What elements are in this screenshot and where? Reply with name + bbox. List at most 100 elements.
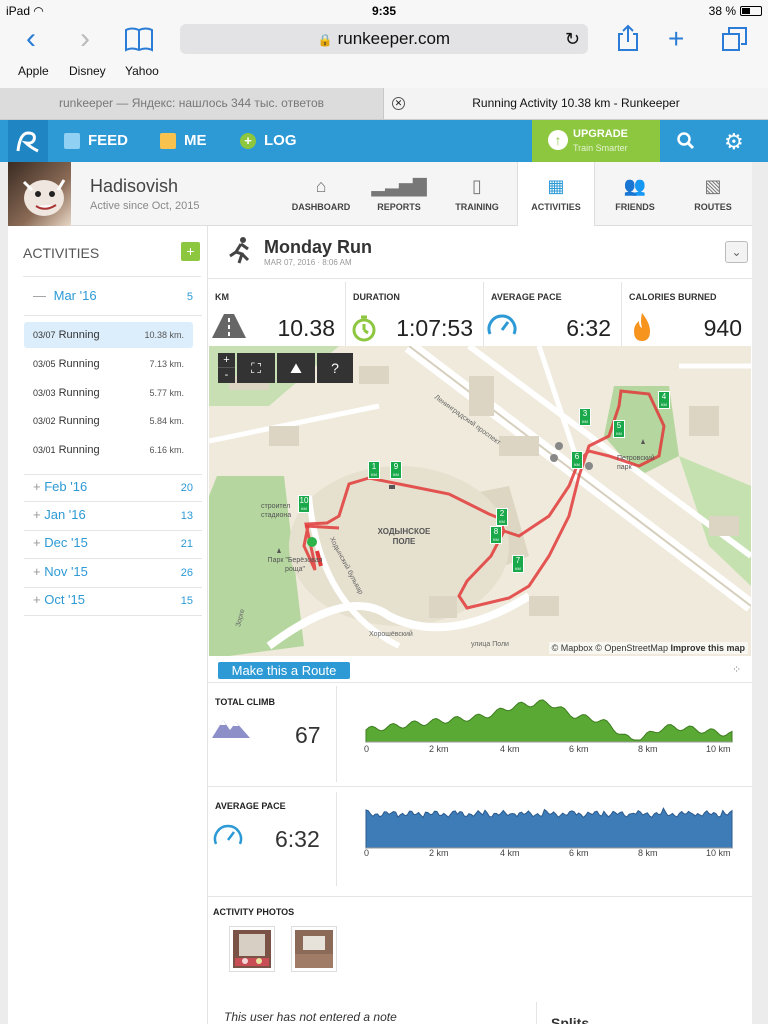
feed-icon (64, 133, 80, 149)
elevation-area (365, 699, 733, 743)
axis-tick: 4 km (500, 744, 520, 754)
profile-name[interactable]: Hadisovish (90, 176, 179, 196)
upgrade-button[interactable]: ↑ UPGRADE Train Smarter (532, 120, 660, 162)
km-marker[interactable]: 8 КМ (490, 526, 502, 544)
make-route-button[interactable]: Make this a Route (218, 662, 350, 679)
profile-header: Hadisovish Active since Oct, 2015 ⌂ DASHB… (8, 162, 752, 227)
clipboard-icon: ▯ (472, 176, 482, 196)
km-marker[interactable]: 3 КМ (579, 408, 591, 426)
bookmark-apple[interactable]: Apple (18, 64, 49, 78)
km-marker[interactable]: 1 КМ (368, 461, 380, 479)
device-label: iPad (6, 4, 31, 18)
stat-average-pace: AVERAGE PACE 6:32 (484, 282, 622, 346)
tab-dashboard[interactable]: ⌂ DASHBOARD (282, 162, 360, 226)
reload-icon[interactable]: ↻ (564, 29, 580, 49)
improve-map-link[interactable]: Improve this map (670, 643, 745, 653)
plus-circle-icon: + (240, 133, 256, 149)
map-label-park-petrovsky: Петровский парк (617, 455, 655, 471)
tab-runkeeper[interactable]: ✕ Running Activity 10.38 km - Runkeeper (384, 88, 768, 119)
month-row[interactable]: + Dec '15 21 (24, 531, 202, 560)
address-bar[interactable]: 🔒 runkeeper.com ↻ (180, 24, 588, 54)
km-marker[interactable]: 2 КМ (496, 508, 508, 526)
activity-photo[interactable] (229, 926, 275, 972)
terrain-icon[interactable]: ⛰ (277, 353, 315, 383)
pace-chart (365, 807, 733, 849)
search-icon[interactable] (676, 131, 696, 156)
km-marker[interactable]: 6 КМ (571, 451, 583, 469)
stat-km: KM 10.38 (208, 282, 346, 346)
pace-chart-label: AVERAGE PACE (215, 801, 286, 811)
map-label-park-berioza: Парк "Берёзовая роща" (267, 557, 323, 573)
axis-tick: 8 km (638, 848, 658, 858)
activity-photo[interactable] (291, 926, 337, 972)
runkeeper-logo[interactable] (8, 120, 48, 162)
forward-icon[interactable]: › (80, 22, 90, 55)
axis-tick: 4 km (500, 848, 520, 858)
help-button[interactable]: ? (317, 353, 353, 383)
browser-tabs: runkeeper — Яндекс: нашлось 344 тыс. отв… (0, 88, 768, 120)
nav-log[interactable]: + LOG (240, 120, 297, 162)
activity-row[interactable]: 03/02 Running 5.84 km. (33, 415, 184, 427)
tab-activities[interactable]: ▦ ACTIVITIES (517, 162, 595, 227)
tab-friends[interactable]: 👥 FRIENDS (596, 162, 674, 226)
status-bar: iPad ◠ 9:35 38 % (0, 0, 768, 22)
share-icon[interactable] (617, 24, 639, 56)
add-activity-button[interactable]: + (181, 242, 200, 261)
nav-feed[interactable]: FEED (64, 120, 128, 162)
zoom-out-button[interactable]: - (218, 368, 235, 383)
activity-title: Monday Run (264, 237, 372, 257)
tab-search[interactable]: runkeeper — Яндекс: нашлось 344 тыс. отв… (0, 88, 384, 119)
month-row[interactable]: + Oct '15 15 (24, 588, 202, 617)
bookmark-disney[interactable]: Disney (69, 64, 106, 78)
tabs-icon[interactable] (722, 26, 748, 56)
runner-icon (228, 236, 252, 269)
avatar[interactable] (8, 162, 71, 226)
zoom-in-button[interactable]: + (218, 353, 235, 368)
km-marker[interactable]: 5 КМ (613, 420, 625, 438)
bookmarks-icon[interactable] (124, 26, 154, 56)
top-nav: FEED ME + LOG ↑ UPGRADE Train Smarter ⚙ (0, 120, 768, 162)
month-row[interactable]: + Feb '16 20 (24, 474, 202, 502)
new-tab-icon[interactable]: + (668, 23, 685, 54)
activity-row[interactable]: 03/03 Running 5.77 km. (33, 387, 184, 399)
axis-tick: 8 km (638, 744, 658, 754)
map-label-stadium: строител стадиона (261, 503, 292, 519)
climb-value: 67 (295, 722, 321, 748)
paw-icon[interactable]: ⁘ (732, 664, 742, 676)
wifi-icon: ◠ (33, 4, 44, 18)
home-icon: ⌂ (315, 176, 327, 196)
axis-tick: 0 (364, 848, 370, 858)
activity-row[interactable]: 03/01 Running 6.16 km. (33, 444, 184, 456)
fullscreen-icon[interactable]: ⛶ (237, 353, 275, 383)
map-attribution: © Mapbox © OpenStreetMap Improve this ma… (548, 642, 748, 654)
month-mar-16[interactable]: — Mar '16 5 (24, 288, 202, 316)
tab-routes[interactable]: ▧ ROUTES (674, 162, 752, 226)
activity-row[interactable]: 03/05 Running 7.13 km. (33, 358, 184, 370)
axis-tick: 10 km (706, 744, 731, 754)
runkeeper-logo-icon (16, 131, 39, 153)
tab-training[interactable]: ▯ TRAINING (438, 162, 516, 226)
activity-options-dropdown[interactable]: ⌄ (725, 241, 748, 263)
settings-gear-icon[interactable]: ⚙ (724, 129, 744, 154)
speedometer-icon (486, 312, 518, 345)
km-marker[interactable]: 4 КМ (658, 391, 670, 409)
km-marker[interactable]: 9 КМ (390, 461, 402, 479)
activity-row[interactable]: 03/07 Running 10.38 km. (24, 322, 193, 348)
calendar-icon: ▦ (547, 176, 565, 196)
road-icon (212, 314, 246, 343)
tab-reports[interactable]: ▂▃▅▇ REPORTS (360, 162, 438, 226)
route-map[interactable]: ХОДЫНСКОЕ ПОЛЕ Ленинградский проспект Пе… (209, 346, 751, 656)
map-label-street-poli: улица Поли (471, 641, 509, 648)
km-marker[interactable]: 7 КМ (512, 555, 524, 573)
activity-date: MAR 07, 2016 · 8:06 AM (264, 258, 352, 267)
bookmark-yahoo[interactable]: Yahoo (125, 64, 159, 78)
km-marker[interactable]: 10 КМ (298, 495, 310, 513)
month-row[interactable]: + Jan '16 13 (24, 503, 202, 531)
profile-since: Active since Oct, 2015 (90, 200, 200, 212)
photos-label: ACTIVITY PHOTOS (213, 907, 295, 917)
back-icon[interactable]: ‹ (26, 22, 36, 55)
month-row[interactable]: + Nov '15 26 (24, 560, 202, 588)
nav-me[interactable]: ME (160, 120, 207, 162)
close-tab-icon[interactable]: ✕ (392, 97, 405, 110)
status-time: 9:35 (371, 4, 397, 18)
